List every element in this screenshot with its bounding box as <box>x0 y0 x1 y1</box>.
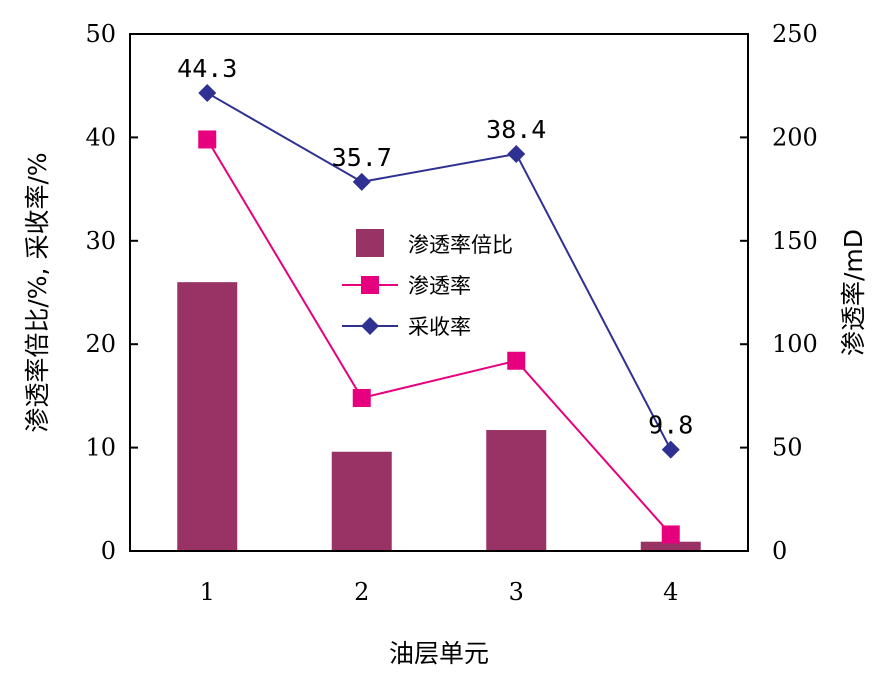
y2-tick-label: 250 <box>772 20 818 48</box>
y-tick-label: 30 <box>85 227 116 255</box>
legend-label-permeability: 渗透率 <box>408 274 471 298</box>
recovery-data-label-3: 38.4 <box>486 115 546 144</box>
recovery-point-2 <box>352 172 371 191</box>
y-tick-label: 20 <box>85 330 116 358</box>
y-axis-title: 渗透率倍比/%, 采收率/% <box>23 152 52 432</box>
x-tick-label: 2 <box>354 578 369 606</box>
permeability-point-2 <box>352 388 371 407</box>
recovery-data-label-1: 44.3 <box>177 54 237 83</box>
axes: 0 10 20 30 40 50 0 50 100 150 200 250 1 2 3 4 <box>85 20 817 606</box>
recovery-point-4 <box>661 440 680 459</box>
recovery-point-1 <box>198 83 217 102</box>
bar-1 <box>177 282 238 551</box>
legend-marker-recovery <box>361 317 379 335</box>
y2-tick-label: 100 <box>772 330 818 358</box>
recovery-data-label-2: 35.7 <box>332 143 392 172</box>
x-tick-label: 1 <box>200 578 215 606</box>
bar-4 <box>640 541 701 551</box>
y2-tick-label: 200 <box>772 123 818 151</box>
y2-tick-label: 50 <box>772 434 803 462</box>
legend-label-ratio: 渗透率倍比 <box>408 233 513 257</box>
legend-swatch-bar <box>356 229 384 257</box>
y-tick-label: 0 <box>101 537 116 565</box>
x-tick-label: 3 <box>509 578 524 606</box>
y2-tick-label: 150 <box>772 227 818 255</box>
bar-2 <box>331 451 392 551</box>
bar-3 <box>486 430 547 551</box>
recovery-line <box>206 92 672 451</box>
legend-label-recovery: 采收率 <box>408 315 471 339</box>
recovery-point-3 <box>507 144 526 163</box>
permeability-point-4 <box>661 525 680 544</box>
plot-frame <box>129 33 749 552</box>
y-tick-label: 10 <box>85 434 116 462</box>
x-tick-label: 4 <box>663 578 678 606</box>
y-tick-label: 50 <box>85 20 116 48</box>
recovery-data-label-4: 9.8 <box>648 411 693 440</box>
permeability-line <box>206 138 672 536</box>
permeability-point-3 <box>507 351 526 370</box>
permeability-point-1 <box>198 130 217 149</box>
plot-area: 44.3 35.7 38.4 9.8 <box>177 54 701 551</box>
y2-tick-label: 0 <box>772 537 787 565</box>
legend-marker-permeability <box>361 276 379 294</box>
x-axis-title: 油层单元 <box>389 639 489 668</box>
y2-axis-title: 渗透率/mD <box>839 229 868 356</box>
y-tick-label: 40 <box>85 123 116 151</box>
